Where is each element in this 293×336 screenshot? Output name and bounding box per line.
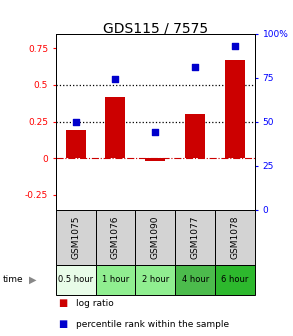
Text: GSM1076: GSM1076 [111, 215, 120, 259]
Text: ■: ■ [58, 319, 67, 329]
Text: log ratio: log ratio [76, 299, 113, 308]
Text: GSM1078: GSM1078 [231, 215, 239, 259]
Point [113, 77, 118, 82]
Bar [66, 130, 86, 158]
Text: ■: ■ [58, 298, 67, 308]
Text: GSM1077: GSM1077 [191, 215, 200, 259]
Point [233, 43, 237, 49]
Text: 1 hour: 1 hour [102, 276, 129, 284]
Bar [135, 210, 175, 265]
Bar [225, 60, 245, 158]
Bar [175, 265, 215, 295]
Bar [145, 158, 165, 161]
Text: 4 hour: 4 hour [181, 276, 209, 284]
Bar [175, 210, 215, 265]
Bar [135, 265, 175, 295]
Bar [96, 210, 135, 265]
Point [73, 119, 78, 124]
Bar [105, 97, 125, 158]
Text: 2 hour: 2 hour [142, 276, 169, 284]
Point [153, 129, 158, 135]
Text: percentile rank within the sample: percentile rank within the sample [76, 320, 229, 329]
Text: ▶: ▶ [28, 275, 36, 285]
Bar [56, 210, 96, 265]
Text: GDS115 / 7575: GDS115 / 7575 [103, 22, 208, 36]
Text: GSM1090: GSM1090 [151, 215, 160, 259]
Bar [56, 265, 96, 295]
Bar [185, 114, 205, 158]
Bar [215, 210, 255, 265]
Bar [215, 265, 255, 295]
Text: time: time [3, 276, 23, 284]
Text: GSM1075: GSM1075 [71, 215, 80, 259]
Bar [96, 265, 135, 295]
Text: 6 hour: 6 hour [221, 276, 249, 284]
Text: 0.5 hour: 0.5 hour [58, 276, 93, 284]
Point [193, 64, 197, 70]
